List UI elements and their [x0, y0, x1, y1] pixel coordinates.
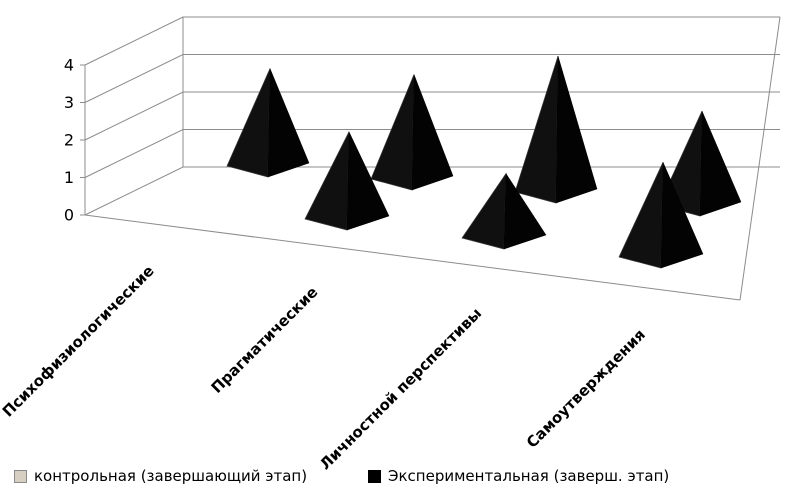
category-label: Самоутверждения	[523, 325, 649, 451]
legend-item-experimental-group: Экспериментальная (заверш. этап)	[368, 467, 669, 485]
y-tick-label: 3	[64, 93, 74, 112]
pyramid-left-face	[226, 68, 271, 178]
gridline	[84, 16, 780, 66]
category-labels: Психофизиологические ПрагматическиеЛичнос…	[0, 262, 649, 474]
legend-swatch-control-group	[14, 469, 27, 483]
legend-item-control-group: контрольная (завершающий этап)	[14, 467, 307, 485]
pyramid-right-face	[267, 68, 310, 178]
category-label: Прагматические	[208, 283, 322, 397]
pyramid-control-3	[618, 162, 704, 269]
legend-swatch-experimental-group	[368, 469, 381, 483]
pyramid-right-face	[660, 162, 704, 269]
pyramid-right-face	[699, 110, 742, 217]
gridlines	[80, 16, 781, 301]
pyramid-right-face	[346, 131, 390, 231]
pyramid-right-face	[503, 172, 547, 250]
y-tick-label: 1	[64, 168, 74, 187]
floor-front-edge	[84, 214, 741, 301]
pyramid-right-face	[555, 55, 598, 204]
pyramid-control-2	[461, 172, 547, 250]
pyramids	[226, 55, 742, 269]
pyramid-experimental-0	[226, 68, 310, 178]
y-tick-label: 0	[64, 206, 74, 225]
legend-label-control-group: контрольная (завершающий этап)	[34, 467, 308, 485]
pyramid-left-face	[461, 172, 507, 250]
y-tick-label: 2	[64, 131, 74, 150]
legend-label-experimental-group: Экспериментальная (заверш. этап)	[388, 467, 670, 485]
y-tick-label: 4	[64, 56, 74, 75]
pyramid-experimental-1	[370, 74, 454, 191]
pyramid-control-1	[304, 131, 390, 231]
gridline	[84, 54, 780, 103]
y-axis-tick-labels: 0 1 2 3 4	[64, 56, 74, 225]
category-label: Личностной перспективы	[316, 304, 485, 473]
pyramid-left-face	[304, 131, 350, 231]
pyramid-left-face	[618, 162, 664, 269]
chart-legend: контрольная (завершающий этап) Экспериме…	[0, 467, 804, 492]
plot-right-edge	[739, 16, 781, 301]
category-label: Психофизиологические	[0, 262, 158, 421]
pyramid-right-face	[411, 74, 454, 191]
pyramid-experimental-2	[514, 55, 598, 204]
